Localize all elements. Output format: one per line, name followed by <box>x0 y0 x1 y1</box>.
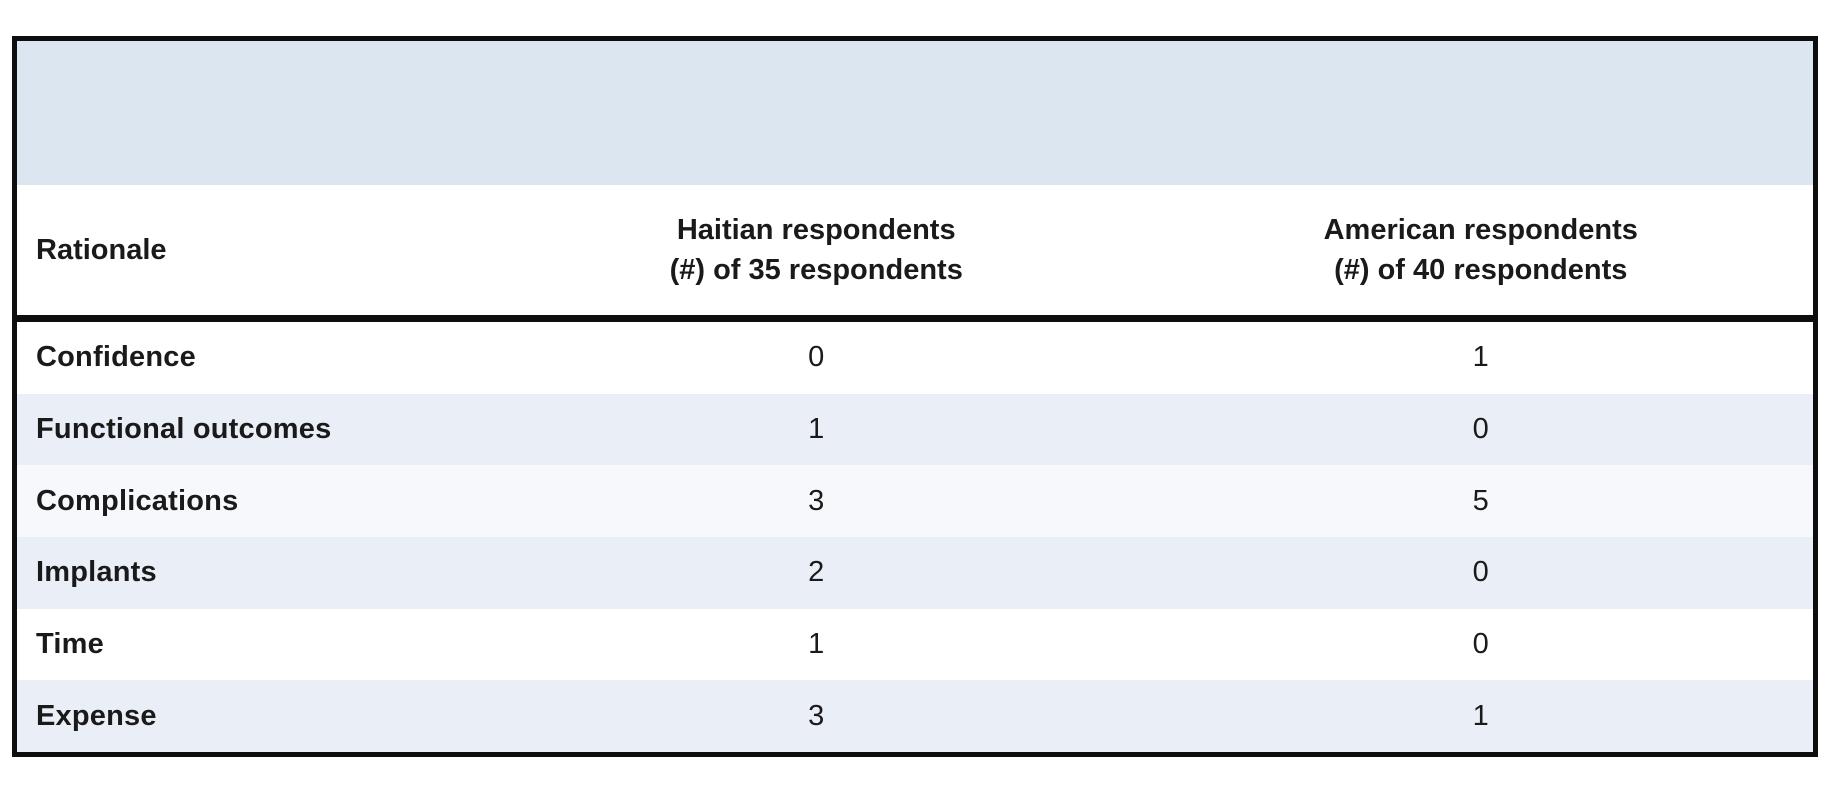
rationale-cell: Implants <box>36 556 157 589</box>
header-haitian-respondents: Haitian respondents (#) of 35 respondent… <box>484 210 1149 290</box>
table-row: Confidence 0 1 <box>17 322 1813 394</box>
table-top-banner <box>17 41 1813 185</box>
header-american-respondents: American respondents (#) of 40 responden… <box>1148 210 1813 290</box>
table-row: Complications 3 5 <box>17 465 1813 538</box>
rationale-cell: Complications <box>36 484 239 517</box>
haitian-count-cell: 1 <box>808 413 825 445</box>
table-row: Implants 2 0 <box>17 537 1813 609</box>
american-count-cell: 0 <box>1472 556 1489 589</box>
haitian-count-cell: 1 <box>808 628 825 661</box>
haitian-count-cell: 3 <box>808 699 825 732</box>
table-row: Expense 3 1 <box>17 680 1813 753</box>
american-count-cell: 0 <box>1472 628 1489 661</box>
american-count-cell: 1 <box>1472 699 1489 732</box>
haitian-count-cell: 2 <box>808 556 825 589</box>
header-american-line1: American respondents <box>1323 214 1638 246</box>
header-haitian-line1: Haitian respondents <box>676 214 956 246</box>
table-header-row: Rationale Haitian respondents (#) of 35 … <box>17 185 1813 322</box>
american-count-cell: 5 <box>1472 484 1489 517</box>
header-rationale: Rationale <box>36 234 167 266</box>
respondents-rationale-table: Rationale Haitian respondents (#) of 35 … <box>12 36 1818 757</box>
rationale-cell: Expense <box>36 699 157 732</box>
table-body: Confidence 0 1 Functional outcomes 1 0 C… <box>17 322 1813 753</box>
rationale-cell: Time <box>36 628 104 661</box>
header-haitian-line2: (#) of 35 respondents <box>669 254 963 286</box>
haitian-count-cell: 0 <box>808 341 825 374</box>
table-row: Time 1 0 <box>17 608 1813 681</box>
rationale-cell: Functional outcomes <box>36 413 332 445</box>
table-row: Functional outcomes 1 0 <box>17 393 1813 466</box>
american-count-cell: 1 <box>1472 341 1489 374</box>
american-count-cell: 0 <box>1472 413 1489 445</box>
header-american-line2: (#) of 40 respondents <box>1334 254 1628 286</box>
haitian-count-cell: 3 <box>808 484 825 517</box>
rationale-cell: Confidence <box>36 341 196 374</box>
